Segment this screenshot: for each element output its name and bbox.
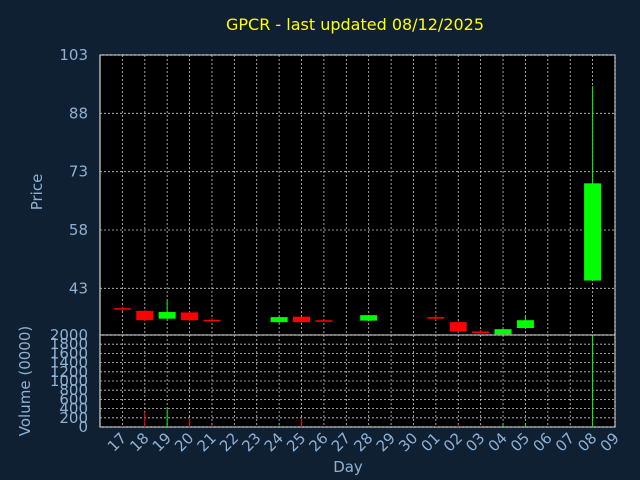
price-grid <box>100 54 616 335</box>
candle-body <box>516 320 534 328</box>
price-tick-label: 103 <box>59 46 88 64</box>
candle-body <box>181 312 199 321</box>
volume-tick-label: 800 <box>59 381 88 399</box>
candle-body <box>449 322 467 332</box>
candle-body <box>293 316 311 323</box>
candle-body <box>360 315 378 321</box>
x-tick-label: 09 <box>597 429 623 455</box>
volume-tick-label: 400 <box>59 400 88 418</box>
price-tick-label: 43 <box>69 279 88 297</box>
volume-bars <box>121 335 594 427</box>
volume-tick-label: 1000 <box>50 372 88 390</box>
volume-tick-label: 1600 <box>50 344 88 362</box>
candles <box>113 86 602 335</box>
price-axis-label: Price <box>28 174 46 211</box>
volume-tick-label: 1400 <box>50 354 88 372</box>
candle-body <box>270 317 288 323</box>
candle-body <box>427 317 445 319</box>
price-tick-label: 58 <box>69 221 88 239</box>
candle-body <box>584 183 602 281</box>
x-axis-ticks: 1718192021222324252627282930010203040506… <box>104 429 623 455</box>
volume-tick-label: 600 <box>59 390 88 408</box>
candle-body <box>158 312 176 319</box>
candle-body <box>203 319 221 322</box>
price-plot-area <box>99 54 616 336</box>
candle-body <box>315 320 333 322</box>
candle-body <box>494 329 512 335</box>
volume-tick-label: 1800 <box>50 335 88 353</box>
volume-tick-label: 200 <box>59 409 88 427</box>
price-tick-label: 88 <box>69 104 88 122</box>
volume-tick-label: 2000 <box>50 326 88 344</box>
chart-title: GPCR - last updated 08/12/2025 <box>226 15 484 34</box>
candle-body <box>472 331 490 333</box>
volume-tick-label: 1200 <box>50 363 88 381</box>
volume-tick-label: 0 <box>78 418 88 436</box>
candle-body <box>136 310 154 321</box>
volume-axis-label: Volume (0000) <box>16 326 34 436</box>
x-axis-label: Day <box>333 458 363 476</box>
candle-body <box>113 308 131 310</box>
price-y-ticks: 103 88 73 58 43 <box>59 46 88 297</box>
price-tick-label: 73 <box>69 163 88 181</box>
